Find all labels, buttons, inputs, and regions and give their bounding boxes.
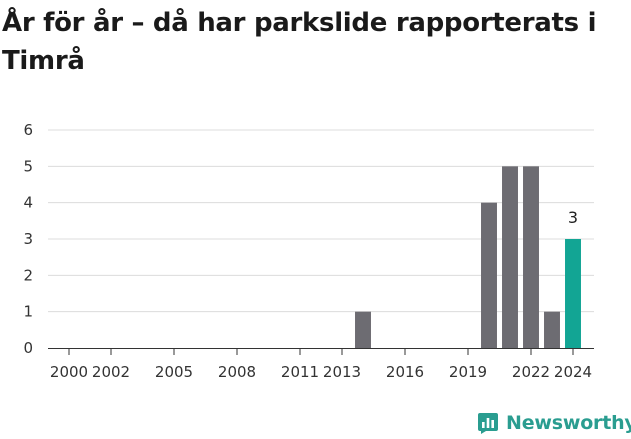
newsworthy-logo-icon [478,413,498,434]
x-tick-label: 2008 [218,363,256,381]
data-labels: 3 [568,208,578,227]
x-tick-label: 2016 [386,363,424,381]
x-axis: 2000 2002 2005 2008 2011 2013 2016 2019 2022 2024 [48,348,594,381]
y-tick-label: 4 [23,194,33,212]
chart-title: År för år – då har parkslide rapporterat… [2,8,597,76]
bar-2022 [523,166,539,348]
x-tick-label: 2000 [50,363,88,381]
x-tick-label: 2019 [449,363,487,381]
y-tick-label: 3 [23,230,33,248]
y-tick-label: 5 [23,157,33,175]
y-tick-label: 6 [23,121,33,139]
y-axis-ticks: 0 1 2 3 4 5 6 [23,121,33,357]
bar-2021 [502,166,518,348]
x-tick-label: 2024 [554,363,592,381]
x-tick-label: 2002 [92,363,130,381]
y-tick-label: 0 [23,339,33,357]
data-label-2024: 3 [568,208,578,227]
x-tick-label: 2011 [281,363,319,381]
brand-name: Newsworthy [506,412,631,434]
y-tick-label: 1 [23,303,33,321]
bar-2020 [481,202,497,348]
x-tick-label: 2005 [155,363,193,381]
brand-logo[interactable]: Newsworthy [476,408,631,438]
bars [355,166,581,348]
y-tick-label: 2 [23,266,33,284]
x-tick-label: 2013 [323,363,361,381]
bar-2023 [544,311,560,348]
x-tick-label: 2022 [512,363,550,381]
bar-2024 [565,239,581,348]
bar-2014 [355,311,371,348]
